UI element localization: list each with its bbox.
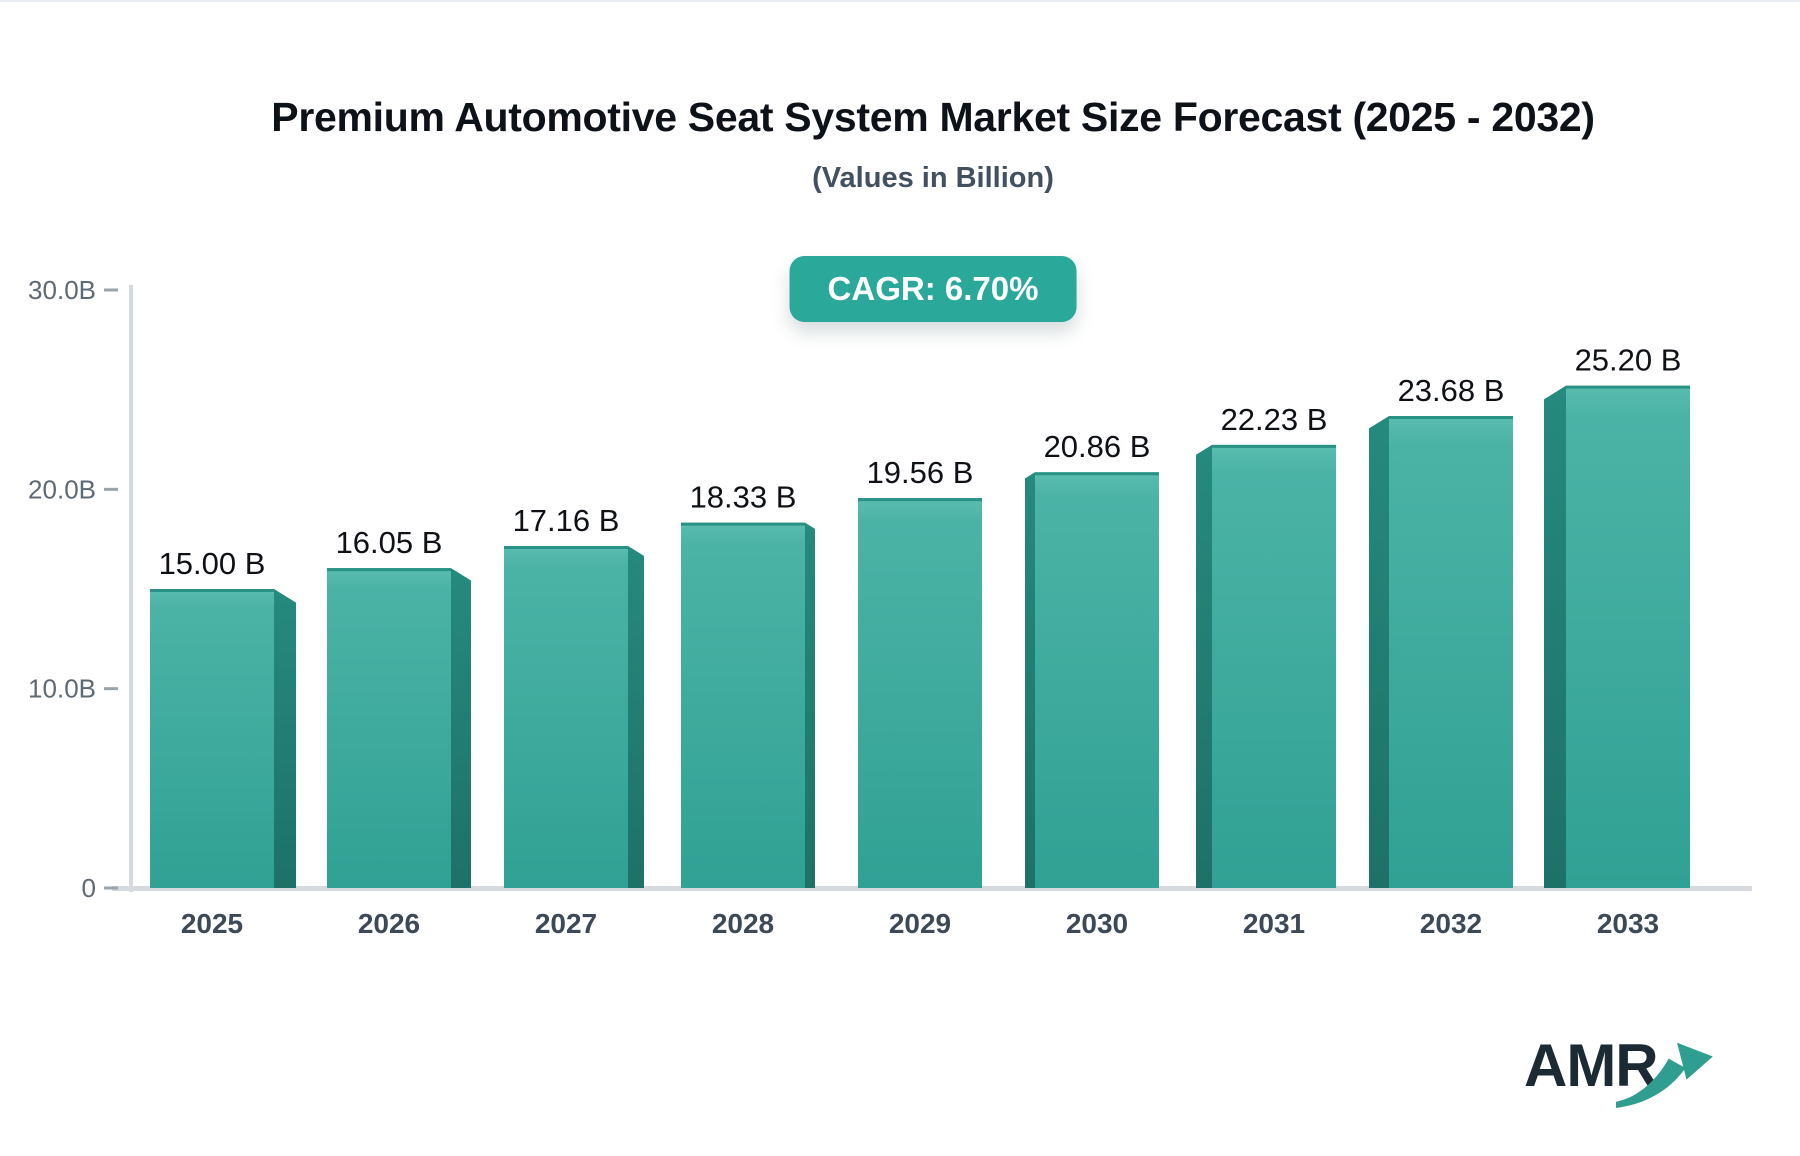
amr-logo: AMR bbox=[1524, 1028, 1754, 1128]
bar-value-label: 25.20 B bbox=[1575, 343, 1682, 378]
bar-side-2027 bbox=[628, 545, 644, 888]
x-axis-label-2025: 2025 bbox=[181, 908, 243, 939]
bar-2032 bbox=[1389, 415, 1513, 888]
x-axis-label-2031: 2031 bbox=[1243, 908, 1305, 939]
bar-value-label: 19.56 B bbox=[867, 455, 974, 490]
x-axis-label-2030: 2030 bbox=[1066, 908, 1128, 939]
x-axis-label-2033: 2033 bbox=[1597, 908, 1659, 939]
x-axis-label-2032: 2032 bbox=[1420, 908, 1482, 939]
bar-2033 bbox=[1566, 385, 1690, 888]
chart-title: Premium Automotive Seat System Market Si… bbox=[271, 94, 1595, 140]
bar-side-2026 bbox=[451, 568, 471, 888]
bar-2028 bbox=[681, 522, 805, 888]
y-tick-label: 10.0B bbox=[28, 674, 96, 704]
bar-2031 bbox=[1212, 444, 1336, 888]
bar-2029 bbox=[858, 498, 982, 888]
bar-2030 bbox=[1035, 472, 1159, 888]
chart-subtitle: (Values in Billion) bbox=[812, 162, 1054, 194]
x-axis-label-2029: 2029 bbox=[889, 908, 951, 939]
cagr-badge: CAGR: 6.70% bbox=[789, 256, 1077, 322]
y-axis-line bbox=[129, 285, 133, 892]
y-tick-label: 20.0B bbox=[28, 474, 96, 504]
bar-value-label: 20.86 B bbox=[1044, 429, 1151, 464]
bar-value-label: 23.68 B bbox=[1398, 373, 1505, 408]
bar-side-2025 bbox=[274, 589, 296, 888]
bar-side-2032 bbox=[1369, 415, 1389, 888]
x-axis-line bbox=[112, 886, 1752, 891]
x-axis-label-2028: 2028 bbox=[712, 908, 774, 939]
amr-logo-text: AMR bbox=[1524, 1032, 1659, 1099]
bar-value-label: 18.33 B bbox=[690, 480, 797, 515]
x-axis-label-2026: 2026 bbox=[358, 908, 420, 939]
bar-2025 bbox=[150, 589, 274, 888]
bar-side-2031 bbox=[1196, 444, 1212, 888]
bar-2026 bbox=[327, 568, 451, 888]
bar-side-2028 bbox=[805, 522, 815, 888]
bar-value-label: 17.16 B bbox=[513, 503, 620, 538]
bar-side-2030 bbox=[1025, 472, 1035, 888]
y-tick-label: 30.0B bbox=[28, 275, 96, 305]
bar-2027 bbox=[504, 545, 628, 888]
bar-side-2033 bbox=[1544, 385, 1566, 888]
growth-arrow-icon bbox=[1616, 1042, 1713, 1109]
bar-value-label: 15.00 B bbox=[159, 546, 266, 581]
bar-value-label: 22.23 B bbox=[1221, 402, 1328, 437]
x-axis-label-2027: 2027 bbox=[535, 908, 597, 939]
y-tick-label: 0 bbox=[82, 873, 96, 903]
bar-value-label: 16.05 B bbox=[336, 525, 443, 560]
